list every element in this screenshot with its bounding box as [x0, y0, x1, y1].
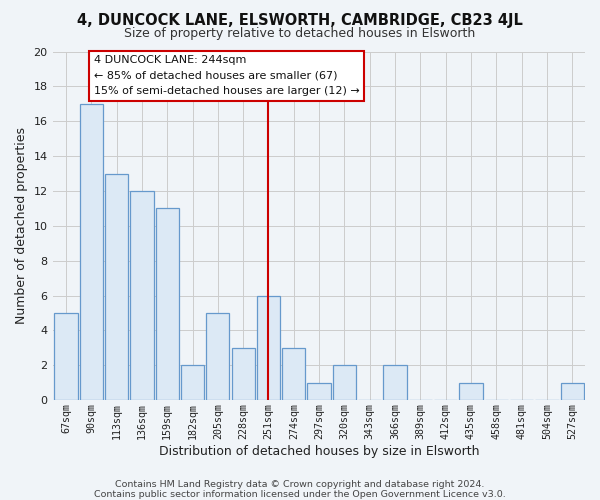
Text: Size of property relative to detached houses in Elsworth: Size of property relative to detached ho…: [124, 28, 476, 40]
Bar: [460, 382, 482, 400]
Bar: [257, 296, 280, 400]
Bar: [383, 366, 407, 400]
Text: Contains HM Land Registry data © Crown copyright and database right 2024.: Contains HM Land Registry data © Crown c…: [115, 480, 485, 489]
Bar: [282, 348, 305, 400]
Bar: [560, 382, 584, 400]
Bar: [80, 104, 103, 400]
Text: Contains public sector information licensed under the Open Government Licence v3: Contains public sector information licen…: [94, 490, 506, 499]
Bar: [105, 174, 128, 400]
Bar: [307, 382, 331, 400]
Bar: [333, 366, 356, 400]
Text: 4, DUNCOCK LANE, ELSWORTH, CAMBRIDGE, CB23 4JL: 4, DUNCOCK LANE, ELSWORTH, CAMBRIDGE, CB…: [77, 12, 523, 28]
Bar: [54, 313, 77, 400]
X-axis label: Distribution of detached houses by size in Elsworth: Distribution of detached houses by size …: [159, 444, 479, 458]
Bar: [181, 366, 204, 400]
Bar: [130, 191, 154, 400]
Bar: [206, 313, 229, 400]
Text: 4 DUNCOCK LANE: 244sqm
← 85% of detached houses are smaller (67)
15% of semi-det: 4 DUNCOCK LANE: 244sqm ← 85% of detached…: [94, 55, 359, 96]
Bar: [155, 208, 179, 400]
Bar: [232, 348, 255, 400]
Y-axis label: Number of detached properties: Number of detached properties: [15, 128, 28, 324]
